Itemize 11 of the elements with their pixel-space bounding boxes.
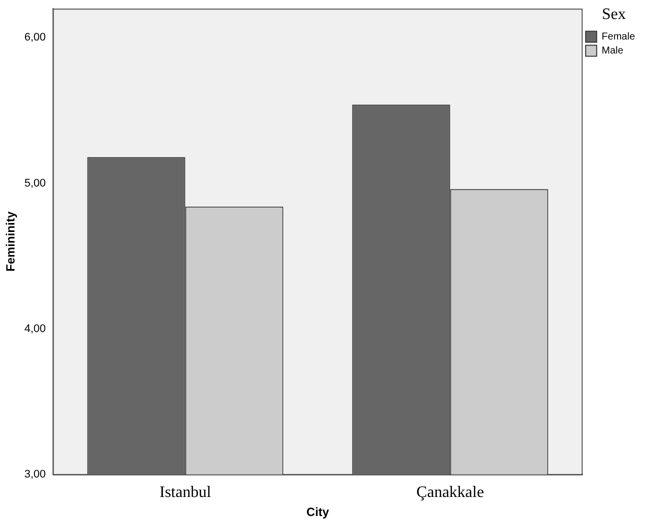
y-tick-label: 3,00 bbox=[24, 468, 46, 480]
y-axis-title: Femininity bbox=[4, 211, 18, 272]
x-tick-label: Istanbul bbox=[159, 484, 212, 502]
x-tick-label: Çanakkale bbox=[416, 484, 484, 502]
legend-label: Female bbox=[602, 31, 636, 42]
x-axis-title: City bbox=[306, 505, 330, 520]
y-tick-label: 6,00 bbox=[24, 32, 46, 44]
legend-label: Male bbox=[602, 45, 624, 56]
y-tick-label: 5,00 bbox=[24, 177, 46, 190]
legend-title: Sex bbox=[602, 6, 626, 24]
y-tick-label: 4,00 bbox=[24, 322, 46, 335]
